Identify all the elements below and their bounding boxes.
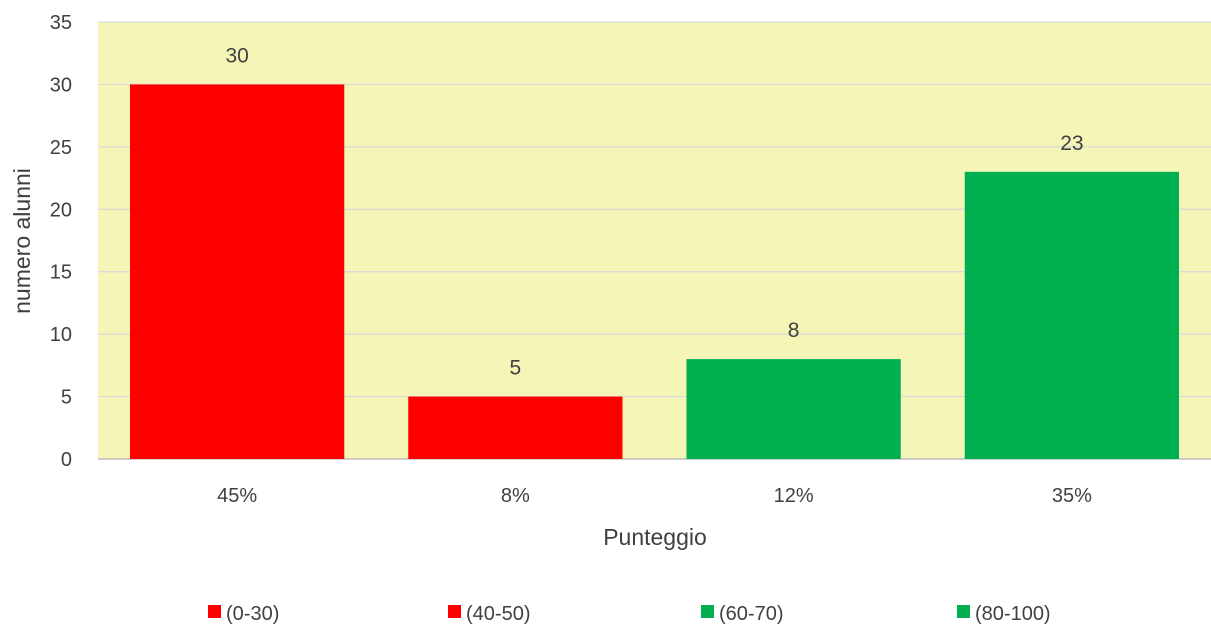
bar-0-30: [129, 84, 345, 459]
x-tick-label: 35%: [1052, 485, 1092, 507]
bar-40-50: [408, 396, 623, 459]
y-tick-label: 25: [50, 137, 72, 159]
legend-swatch: [448, 605, 461, 618]
y-tick-label: 30: [50, 74, 72, 96]
y-axis-ticks: 0 5 10 15 20 25 30 35: [50, 12, 72, 471]
x-tick-label: 45%: [217, 485, 257, 507]
x-tick-label: 12%: [774, 485, 814, 507]
bar-60-70: [686, 359, 901, 459]
data-labels: 30 5 8 23: [225, 44, 1083, 379]
y-tick-label: 35: [50, 12, 72, 34]
legend-item: (60-70): [701, 603, 783, 625]
y-tick-label: 20: [50, 199, 72, 221]
bar-value-label: 8: [788, 319, 800, 342]
legend-label: (60-70): [719, 603, 783, 625]
y-axis-title: numero alunni: [9, 168, 35, 314]
legend-label: (80-100): [975, 603, 1051, 625]
y-tick-label: 0: [61, 449, 72, 471]
bars: [129, 84, 1180, 460]
bar-value-label: 30: [225, 44, 248, 67]
legend-swatch: [208, 605, 221, 618]
x-axis-ticks: 45% 8% 12% 35%: [217, 485, 1092, 507]
legend-label: (40-50): [466, 603, 530, 625]
legend: (0-30) (40-50) (60-70) (80-100): [208, 603, 1051, 625]
legend-item: (80-100): [957, 603, 1051, 625]
legend-swatch: [957, 605, 970, 618]
bar-value-label: 5: [510, 357, 522, 380]
x-tick-label: 8%: [501, 485, 530, 507]
y-tick-label: 10: [50, 324, 72, 346]
y-tick-label: 5: [61, 387, 72, 409]
bar-80-100: [964, 171, 1180, 460]
legend-swatch: [701, 605, 714, 618]
legend-label: (0-30): [226, 603, 279, 625]
bar-value-label: 23: [1060, 132, 1083, 155]
legend-item: (0-30): [208, 603, 279, 625]
x-axis-title: Punteggio: [603, 524, 707, 550]
y-tick-label: 15: [50, 262, 72, 284]
legend-item: (40-50): [448, 603, 530, 625]
